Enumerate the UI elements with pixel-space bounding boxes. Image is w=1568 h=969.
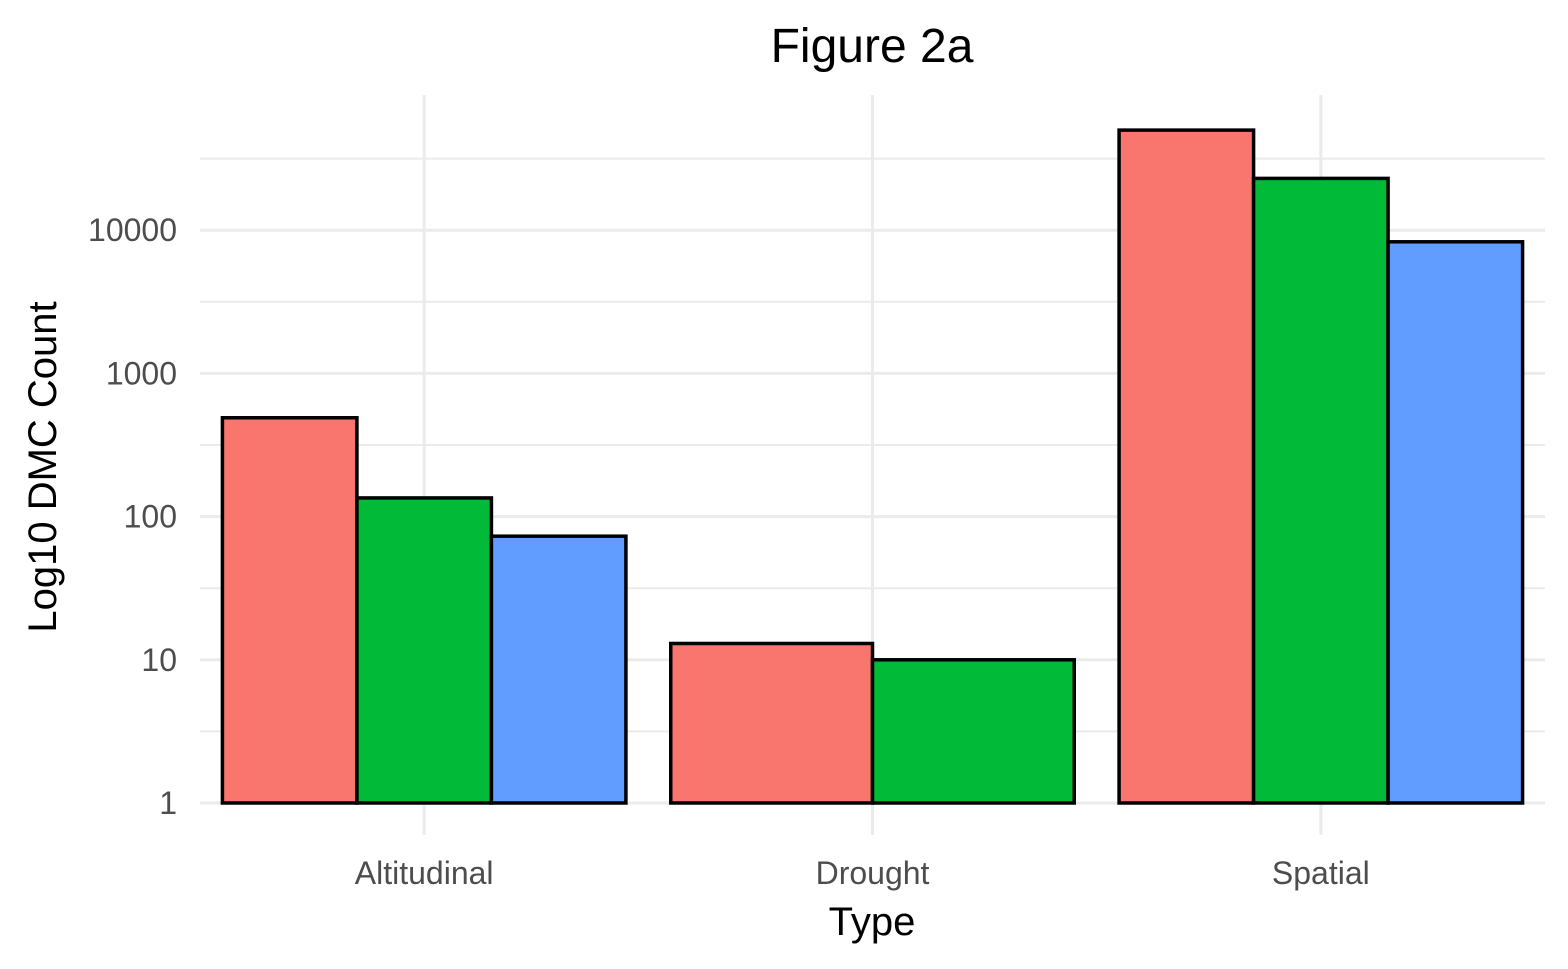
chart-title: Figure 2a — [771, 20, 974, 73]
x-axis-ticks: Altitudinal Drought Spatial — [355, 855, 1370, 891]
x-tick-label-altitudinal: Altitudinal — [355, 855, 494, 891]
bar-spatial-series-1 — [1117, 128, 1256, 805]
y-tick-label: 1000 — [106, 355, 177, 391]
y-axis-title: Log10 DMC Count — [21, 301, 65, 632]
bar-spatial-series-3 — [1386, 240, 1525, 805]
bar-drought-series-1 — [669, 641, 875, 805]
y-tick-label: 10000 — [88, 212, 177, 248]
bar-altitudinal-series-2 — [355, 496, 494, 805]
y-tick-label: 1 — [159, 785, 177, 821]
bar-layer — [220, 128, 1525, 805]
bar-altitudinal-series-3 — [489, 534, 628, 805]
y-tick-label: 100 — [124, 499, 177, 535]
bar-altitudinal-series-1 — [220, 416, 359, 805]
x-axis-title: Type — [829, 900, 916, 944]
bar-drought-series-2 — [870, 658, 1076, 805]
bar-spatial-series-2 — [1251, 176, 1390, 805]
y-axis-ticks: 1 10 100 1000 10000 — [88, 212, 177, 821]
x-tick-label-spatial: Spatial — [1272, 855, 1370, 891]
y-tick-label: 10 — [141, 642, 177, 678]
x-tick-label-drought: Drought — [816, 855, 930, 891]
